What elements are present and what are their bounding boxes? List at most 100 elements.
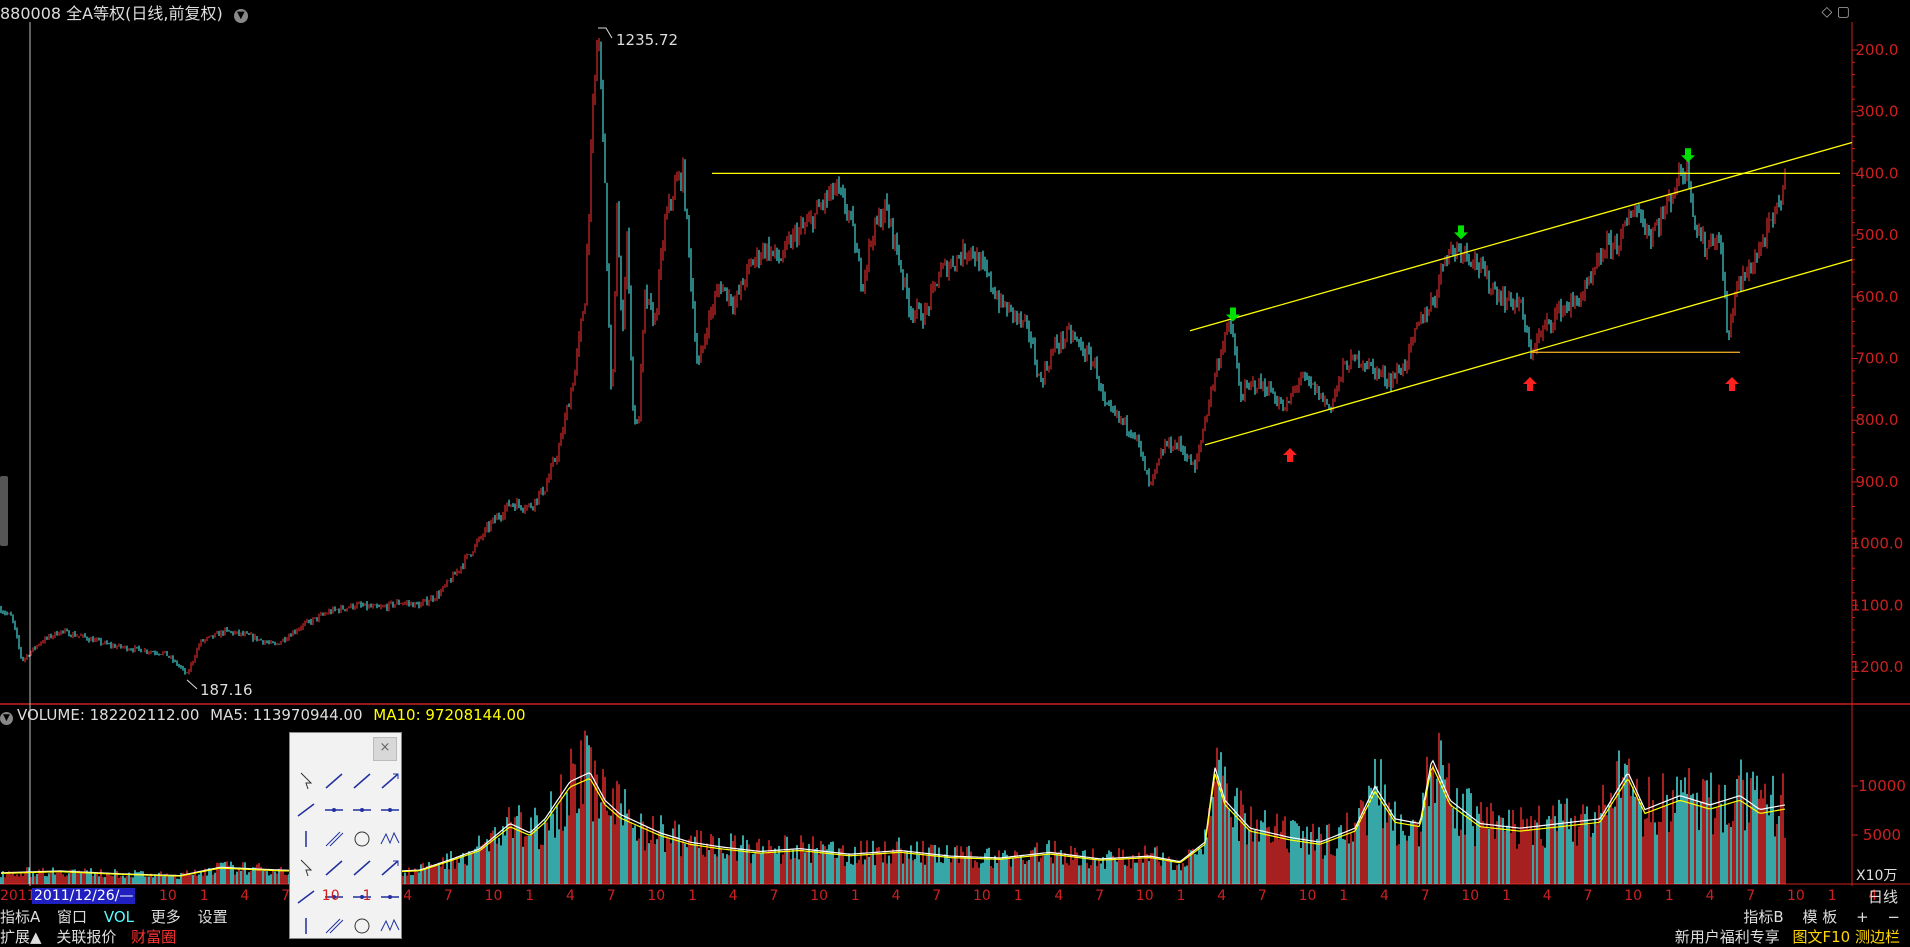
draw-tool-icon[interactable] [353,773,371,789]
draw-tool-icon[interactable] [325,860,343,876]
parallel-icon [329,832,344,847]
sell-arrow-icon [1226,307,1240,322]
tab-vol[interactable]: VOL [103,908,135,926]
time-tick-label: 4 [1380,888,1389,904]
circle-icon [354,831,370,847]
time-tick-label: 4 [566,888,575,904]
tab-settings[interactable]: 设置 [197,908,228,926]
chevron-down-icon[interactable]: ▼ [0,712,13,725]
time-tick-label: 7 [281,888,291,904]
chart-title-bar: 880008 全A等权(日线,前复权) ▼ [0,0,248,26]
time-tick-label: 7 [1420,888,1430,904]
time-tick-label: 10 [647,888,666,904]
indicator-tab-bar: 指标A 窗口 VOL 更多 设置 [0,906,240,926]
time-tick-label: 10 [321,888,340,904]
draw-tool-icon[interactable] [381,808,399,812]
draw-tool-icon[interactable] [325,895,343,899]
time-tick-label: 7 [443,888,453,904]
draw-tool-icon[interactable] [325,808,343,812]
time-tick-label: 7 [606,888,616,904]
draw-tool-icon[interactable] [381,895,399,899]
draw-tool-icon[interactable] [325,918,344,934]
ray-icon [381,860,399,876]
time-tick-label: 4 [1705,888,1715,904]
time-tick-label: 10 [973,888,991,904]
tab-window[interactable]: 窗口 [57,908,88,926]
trend-line-channel-bottom [1204,259,1853,446]
draw-tool-icon[interactable] [354,831,370,847]
time-tick-label: 7 [1746,888,1756,904]
time-tick-label: 4 [403,888,413,904]
related-quotes-link[interactable]: 关联报价 [56,928,117,946]
close-icon[interactable]: × [373,737,397,761]
draw-tool-icon[interactable] [381,773,399,789]
tab-more[interactable]: 更多 [150,908,181,926]
time-tick-label: 10 [1135,888,1154,904]
sell-arrow-icon [1681,148,1695,163]
high-annotation: 1235.72 [616,31,678,49]
volume-bars [0,730,1786,884]
expand-button[interactable]: 扩展▲ [0,928,42,946]
volume-axis: 10000 5000 [1852,777,1906,844]
f10-sidebar-link[interactable]: 图文F10 测边栏 [1792,928,1900,946]
chart-frame [0,22,1910,886]
toolbox-tools [297,772,400,934]
arrow-head [393,773,399,779]
draw-tool-icon[interactable] [354,918,370,934]
arrow-head [393,860,399,866]
time-tick-label: 1 [199,888,209,904]
time-tick-label: 1 [1339,888,1349,904]
parallel-icon [329,919,344,934]
time-tick-label: 4 [891,888,901,904]
period-label[interactable]: 日线 [1867,888,1898,906]
draw-tool-icon[interactable] [381,860,399,876]
price-tick-label: 400.0 [1856,164,1899,182]
time-axis: 2011 2011/12/26/— 10 1 4 7 10 1 4 7 10 1 4 7 10 1 4 7 10… [0,888,1910,906]
volume-value: VOLUME: 182202112.00 [17,706,200,724]
draw-tool-icon[interactable] [380,831,400,845]
parallel-icon [325,831,341,847]
axis-year-label: 2011 [0,888,36,904]
time-tick-label: 10 [484,888,503,904]
ma5-value: MA5: 113970944.00 [210,706,363,724]
buy-arrow-icon [1725,377,1739,392]
time-tick-label: 10 [159,888,177,904]
volume-unit-label: X10万 [1856,868,1897,884]
wealth-circle-link[interactable]: 财富圈 [131,928,177,946]
maximize-icon[interactable]: ▢ [1836,4,1850,20]
price-chart[interactable]: 1200.0 1100.0 1000.0 900.0 800.0 700.0 600.0 50… [0,0,1910,890]
low-annotation: 187.16 [200,681,253,699]
price-tick-label: 300.0 [1856,103,1899,121]
buy-arrow-icon [1283,447,1297,462]
draw-tool-icon[interactable] [380,918,400,932]
time-tick-label: 4 [728,888,738,904]
promo-link[interactable]: 新用户福利专享 [1674,928,1780,946]
side-panel-handle[interactable] [0,476,8,546]
dot [360,808,364,812]
wave-icon [380,918,400,932]
tab-indicator-a[interactable]: 指标A [0,908,41,926]
draw-tool-icon[interactable] [300,772,313,790]
tab-template[interactable]: 模 板 [1802,908,1838,926]
price-tick-label: 700.0 [1856,350,1899,368]
dot [332,808,336,812]
zoom-in-button[interactable]: + [1856,908,1869,926]
draw-tool-icon[interactable] [353,860,371,876]
draw-tool-icon[interactable] [297,803,315,817]
zoom-out-button[interactable]: − [1887,908,1900,926]
draw-tool-icon[interactable] [325,831,344,847]
time-tick-label: 1 [525,888,535,904]
draw-tool-icon[interactable] [300,859,313,877]
dot [388,895,392,899]
draw-tool-icon[interactable] [325,773,343,789]
chevron-down-icon[interactable]: ▼ [233,9,248,23]
restore-icon[interactable]: ◇ [1821,4,1833,20]
draw-tool-icon[interactable] [353,808,371,812]
ray-icon [381,773,399,789]
draw-tool-icon[interactable] [353,895,371,899]
tab-indicator-b[interactable]: 指标B [1743,908,1784,926]
dot [388,808,392,812]
price-tick-label: 800.0 [1856,411,1899,429]
cursor-icon [300,859,313,877]
draw-tool-icon[interactable] [297,890,315,904]
